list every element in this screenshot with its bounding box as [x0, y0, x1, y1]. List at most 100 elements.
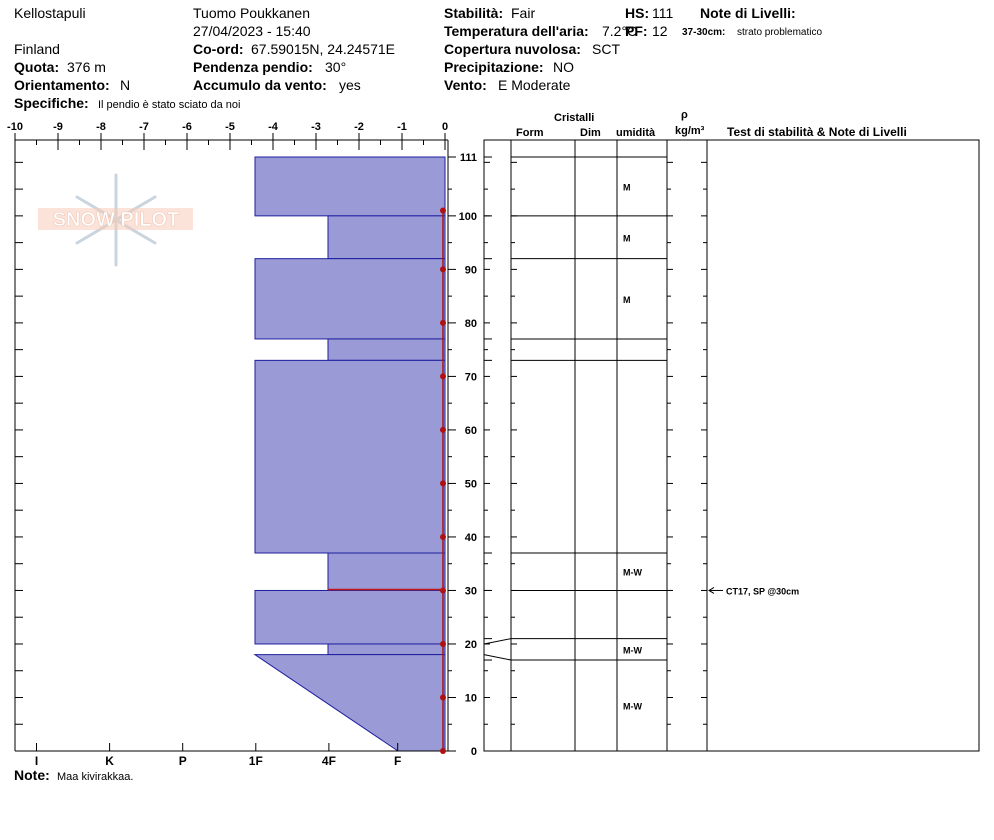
slope-label: Pendenza pendio:	[193, 59, 313, 75]
layer-connector	[483, 654, 512, 661]
temp-tick-label: -9	[53, 121, 63, 133]
height-tick-label: 90	[465, 264, 477, 276]
date-time: 27/04/2023 - 15:40	[193, 23, 311, 39]
wind-load-value: yes	[339, 77, 361, 93]
cloud-cover-value: SCT	[592, 41, 620, 57]
temp-tick-label: -8	[96, 121, 106, 133]
height-tick-label: 50	[465, 478, 477, 490]
height-tick-label: 80	[465, 318, 477, 330]
hs-label: HS:	[625, 5, 650, 21]
height-tick-label: 30	[465, 585, 477, 597]
note-label: Note:	[14, 767, 50, 783]
temp-tick-label: -6	[182, 121, 192, 133]
observer-name: Tuomo Poukkanen	[193, 5, 310, 21]
wind-value: E Moderate	[498, 77, 571, 93]
height-tick-label: 100	[459, 211, 477, 223]
hardness-bar	[254, 359, 446, 554]
location-name: Kellostapuli	[14, 5, 86, 21]
hardness-bar	[327, 215, 446, 260]
stability-tests-header: Test di stabilità & Note di Livelli	[727, 125, 907, 139]
temp-tick-label: -7	[139, 121, 149, 133]
temperature-point	[440, 207, 446, 214]
temperature-point	[440, 266, 446, 273]
layer-note-text: strato problematico	[737, 27, 823, 38]
hardness-bar	[327, 643, 446, 656]
stability-test-arrowhead	[708, 587, 715, 594]
density-unit: kg/m³	[675, 125, 705, 137]
moisture-label: M	[623, 295, 631, 305]
specifics-value: Il pendio è stato sciato da noi	[98, 99, 241, 111]
hardness-bar	[254, 258, 446, 340]
wind-label: Vento:	[444, 77, 487, 93]
wind-load-label: Accumulo da vento:	[193, 77, 327, 93]
air-temp-label: Temperatura dell'aria:	[444, 23, 589, 39]
height-tick-label: 10	[465, 692, 477, 704]
moisture-label: M-W	[623, 702, 642, 712]
precipitation-value: NO	[553, 59, 574, 75]
density-symbol: ρ	[681, 109, 688, 121]
note-text: Maa kivirakkaa.	[57, 771, 134, 783]
height-tick-label: 40	[465, 532, 477, 544]
hardness-label: I	[35, 754, 38, 768]
moisture-label: M-W	[623, 568, 642, 578]
hardness-label: 1F	[249, 754, 263, 768]
orientation-value: N	[120, 77, 131, 93]
hardness-label: 4F	[322, 754, 336, 768]
hardness-bar	[254, 156, 446, 217]
height-tick-label: 0	[471, 746, 477, 758]
temperature-point	[440, 480, 446, 487]
crystals-header: Cristalli	[554, 112, 595, 124]
temp-tick-label: -4	[268, 121, 279, 133]
height-tick-label: 111	[460, 152, 477, 164]
quota-label: Quota:	[14, 59, 60, 75]
hardness-label: P	[179, 754, 187, 768]
temp-tick-label: -2	[354, 121, 364, 133]
temp-tick-label: -5	[225, 121, 235, 133]
height-tick-label: 70	[465, 371, 477, 383]
temperature-point	[440, 533, 446, 540]
cloud-cover-label: Copertura nuvolosa:	[444, 41, 581, 57]
temperature-point	[440, 587, 446, 594]
coord-label: Co-ord:	[193, 41, 244, 57]
stability-test-label: CT17, SP @30cm	[726, 586, 799, 596]
temperature-point	[440, 640, 446, 647]
temperature-point	[440, 694, 446, 701]
quota-value: 376 m	[67, 59, 106, 75]
hardness-bar	[254, 589, 446, 645]
layer-notes-title: Note di Livelli:	[700, 5, 796, 21]
precipitation-label: Precipitazione:	[444, 59, 544, 75]
logo-text: SNOW PILOT	[53, 209, 180, 231]
moisture-label: M	[623, 233, 631, 243]
form-header: Form	[516, 127, 544, 139]
snowpilot-logo: SNOW PILOT	[38, 173, 193, 267]
moisture-label: M-W	[623, 645, 642, 655]
temp-tick-label: -1	[397, 121, 407, 133]
layer-table-frame	[483, 139, 980, 752]
stability-label: Stabilità:	[444, 5, 504, 21]
hardness-bar	[253, 654, 446, 752]
height-tick-label: 60	[465, 425, 477, 437]
moisture-label: M	[623, 182, 631, 192]
hs-value: 111	[652, 5, 674, 21]
coord-value: 67.59015N, 24.24571E	[251, 41, 396, 57]
height-tick-label: 20	[465, 639, 477, 651]
country: Finland	[14, 41, 60, 57]
air-temp-value: 7.2°C	[602, 23, 638, 39]
specifics-label: Specifiche:	[14, 95, 89, 111]
moisture-header: umidità	[616, 127, 656, 139]
orientation-label: Orientamento:	[14, 77, 110, 93]
temperature-point	[440, 426, 446, 433]
slope-value: 30°	[325, 59, 347, 75]
hardness-label: K	[105, 754, 114, 768]
layer-connector	[483, 638, 512, 645]
temperature-point	[440, 319, 446, 326]
layer-note-depth: 37-30cm:	[682, 27, 726, 38]
hardness-label: F	[394, 754, 401, 768]
temperature-point	[440, 748, 446, 754]
temp-tick-label: 0	[442, 121, 448, 133]
pf-value: 12	[652, 23, 668, 39]
hardness-bar	[327, 552, 446, 591]
temp-tick-label: -10	[7, 121, 23, 133]
hardness-bar	[327, 338, 446, 361]
